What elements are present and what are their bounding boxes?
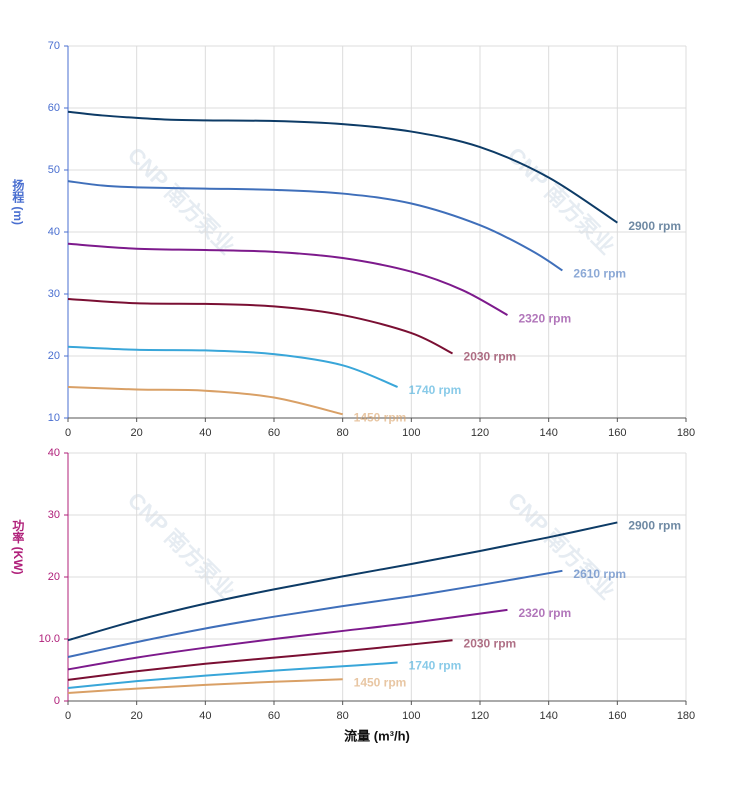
series-label: 2320 rpm bbox=[518, 606, 571, 620]
x-axis-label: 流量 (m³/h) bbox=[344, 728, 410, 743]
series-line bbox=[67, 386, 343, 416]
series-line bbox=[67, 345, 398, 388]
x-tick-label: 0 bbox=[65, 427, 71, 439]
y-tick-label: 40 bbox=[48, 226, 60, 238]
series-line bbox=[67, 661, 398, 689]
y-tick-label: 10.0 bbox=[39, 633, 60, 645]
x-tick-label: 120 bbox=[471, 427, 489, 439]
series-line bbox=[67, 678, 343, 694]
watermark: CNP 南方泵业 bbox=[503, 142, 620, 259]
series-line bbox=[67, 110, 618, 224]
y-tick-label: 40 bbox=[48, 447, 60, 459]
series-label: 2610 rpm bbox=[573, 267, 626, 281]
y-axis-label: 扬程 (m) bbox=[11, 178, 25, 225]
series-label: 2320 rpm bbox=[518, 311, 571, 325]
series-line bbox=[67, 639, 453, 681]
x-tick-label: 140 bbox=[539, 427, 557, 439]
x-tick-label: 20 bbox=[131, 427, 143, 439]
x-tick-label: 100 bbox=[402, 710, 420, 722]
series-label: 2610 rpm bbox=[573, 567, 626, 581]
y-tick-label: 50 bbox=[48, 164, 60, 176]
x-tick-label: 100 bbox=[402, 427, 420, 439]
x-tick-label: 40 bbox=[199, 427, 211, 439]
x-tick-label: 40 bbox=[199, 710, 211, 722]
series-label: 1450 rpm bbox=[354, 675, 407, 689]
x-tick-label: 0 bbox=[65, 710, 71, 722]
series-line bbox=[67, 569, 563, 658]
series-label: 2030 rpm bbox=[464, 636, 517, 650]
watermark: CNP 南方泵业 bbox=[123, 487, 240, 604]
series-line bbox=[67, 608, 508, 671]
watermark: CNP 南方泵业 bbox=[123, 142, 240, 259]
x-tick-label: 20 bbox=[131, 710, 143, 722]
x-tick-label: 120 bbox=[471, 710, 489, 722]
x-tick-label: 80 bbox=[337, 710, 349, 722]
series-label: 1450 rpm bbox=[354, 410, 407, 424]
x-tick-label: 60 bbox=[268, 710, 280, 722]
x-tick-label: 160 bbox=[608, 710, 626, 722]
y-tick-label: 30 bbox=[48, 288, 60, 300]
y-tick-label: 20 bbox=[48, 571, 60, 583]
series-label: 2030 rpm bbox=[464, 350, 517, 364]
series-line bbox=[67, 297, 453, 355]
series-line bbox=[67, 521, 618, 642]
y-tick-label: 20 bbox=[48, 350, 60, 362]
series-label: 2900 rpm bbox=[628, 219, 681, 233]
y-tick-label: 60 bbox=[48, 102, 60, 114]
y-tick-label: 10 bbox=[48, 412, 60, 424]
x-tick-label: 80 bbox=[337, 427, 349, 439]
y-axis-label: 功率 (KW) bbox=[11, 518, 25, 575]
x-tick-label: 140 bbox=[539, 710, 557, 722]
x-tick-label: 180 bbox=[677, 427, 695, 439]
watermark: CNP 南方泵业 bbox=[503, 487, 620, 604]
series-label: 1740 rpm bbox=[409, 383, 462, 397]
series-line bbox=[67, 242, 508, 316]
x-tick-label: 180 bbox=[677, 710, 695, 722]
x-tick-label: 60 bbox=[268, 427, 280, 439]
x-tick-label: 160 bbox=[608, 427, 626, 439]
series-label: 1740 rpm bbox=[409, 659, 462, 673]
y-tick-label: 30 bbox=[48, 509, 60, 521]
series-line bbox=[67, 180, 563, 272]
y-tick-label: 0 bbox=[54, 695, 60, 707]
series-label: 2900 rpm bbox=[628, 519, 681, 533]
y-tick-label: 70 bbox=[48, 40, 60, 52]
